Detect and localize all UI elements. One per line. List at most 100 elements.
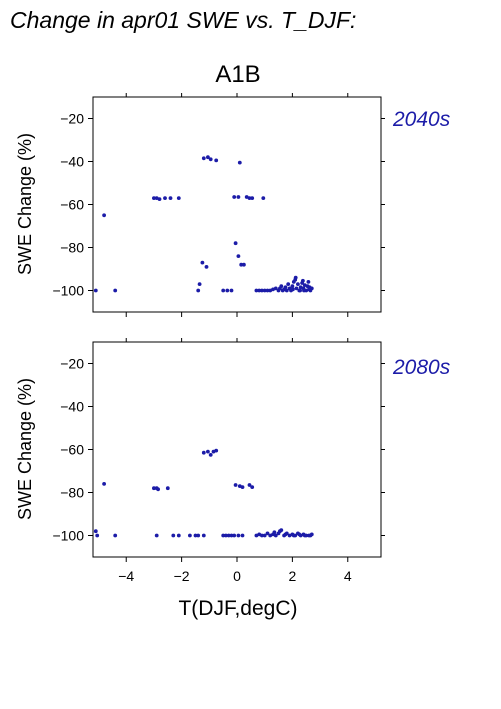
data-point (204, 265, 209, 269)
y-tick-label: −20 (60, 111, 84, 127)
data-point (272, 530, 277, 535)
figure-title: Change in apr01 SWE vs. T_DJF: (10, 7, 356, 33)
data-point (214, 158, 219, 163)
data-point (260, 533, 264, 538)
data-point (208, 157, 213, 162)
x-tick-label: 4 (344, 568, 352, 584)
data-point (278, 529, 282, 534)
data-point (273, 286, 278, 291)
data-point (225, 288, 230, 293)
y-tick-label: −60 (60, 197, 84, 213)
data-point (296, 282, 300, 286)
data-point (306, 280, 311, 284)
data-point (176, 196, 181, 201)
data-point (280, 288, 285, 293)
data-point (221, 533, 226, 538)
data-point (201, 450, 206, 455)
data-point (157, 197, 162, 202)
data-point (265, 531, 270, 536)
data-point (95, 533, 100, 538)
ylabel-bottom: SWE Change (%) (15, 378, 35, 520)
data-point (260, 288, 264, 293)
y-tick-label: −80 (60, 240, 84, 256)
panel-2080s: −20−40−60−80−100−4 −2 0 2 4 (52, 338, 385, 584)
data-point (254, 288, 259, 293)
data-point (211, 449, 216, 454)
data-point (293, 275, 298, 280)
data-point (206, 155, 210, 160)
data-point (278, 286, 282, 291)
period-label-2040s: 2040s (392, 108, 451, 131)
data-point (224, 533, 228, 538)
scenario-label: A1B (215, 61, 260, 88)
data-point (240, 485, 245, 489)
data-point (93, 288, 98, 293)
period-label-2080s: 2080s (392, 356, 451, 379)
data-point (237, 160, 242, 165)
data-point (302, 288, 306, 293)
y-tick-label: −80 (60, 485, 84, 501)
data-point (273, 533, 278, 538)
data-point (156, 487, 161, 492)
data-point (265, 288, 270, 293)
data-point (176, 533, 181, 538)
data-point (197, 282, 202, 286)
data-point (201, 156, 206, 161)
y-tick-label: −40 (60, 154, 84, 170)
data-point (165, 486, 170, 491)
data-point (284, 288, 289, 293)
data-point (301, 278, 305, 283)
y-tick-label: −100 (52, 528, 84, 544)
data-point (261, 196, 266, 201)
data-point (221, 288, 226, 293)
plot-frame (92, 341, 382, 558)
data-point (208, 453, 213, 457)
data-point (233, 483, 238, 487)
data-point (196, 533, 201, 538)
data-point (232, 195, 237, 199)
data-point (154, 533, 159, 538)
data-point (171, 533, 176, 538)
data-point (283, 285, 288, 290)
data-point (262, 288, 267, 293)
data-point (200, 260, 205, 265)
data-point (291, 533, 296, 538)
data-point (307, 285, 312, 290)
data-point (247, 196, 252, 201)
data-point (240, 533, 245, 538)
y-tick-label: −40 (60, 399, 84, 415)
x-tick-label: 0 (233, 568, 241, 584)
xlabel: T(DJF,degC) (178, 597, 297, 620)
y-tick-label: −60 (60, 442, 84, 458)
data-point (229, 288, 234, 293)
data-point (250, 485, 255, 489)
x-tick-label: 2 (288, 568, 296, 584)
data-point (102, 213, 106, 218)
x-tick-label: −4 (118, 568, 134, 584)
data-point (152, 486, 156, 491)
data-point (152, 196, 156, 201)
data-point (102, 482, 106, 486)
data-point (242, 262, 246, 267)
data-point (262, 533, 267, 538)
data-point (206, 449, 210, 454)
panel-2040s: −20 −40 −60 −80 −100 (52, 93, 385, 317)
data-point (93, 529, 98, 534)
data-point (188, 533, 192, 538)
data-point (236, 533, 241, 538)
data-point (297, 532, 302, 537)
plot-frame (92, 96, 382, 313)
data-point (201, 533, 206, 538)
data-point (257, 288, 262, 293)
data-point (226, 533, 231, 538)
data-point (291, 287, 295, 292)
data-point (193, 533, 198, 538)
data-point (294, 286, 299, 291)
data-point (290, 284, 295, 289)
data-point (196, 288, 201, 293)
data-point (163, 196, 167, 201)
data-point (247, 483, 252, 487)
data-point (298, 288, 302, 293)
data-point (232, 533, 237, 538)
